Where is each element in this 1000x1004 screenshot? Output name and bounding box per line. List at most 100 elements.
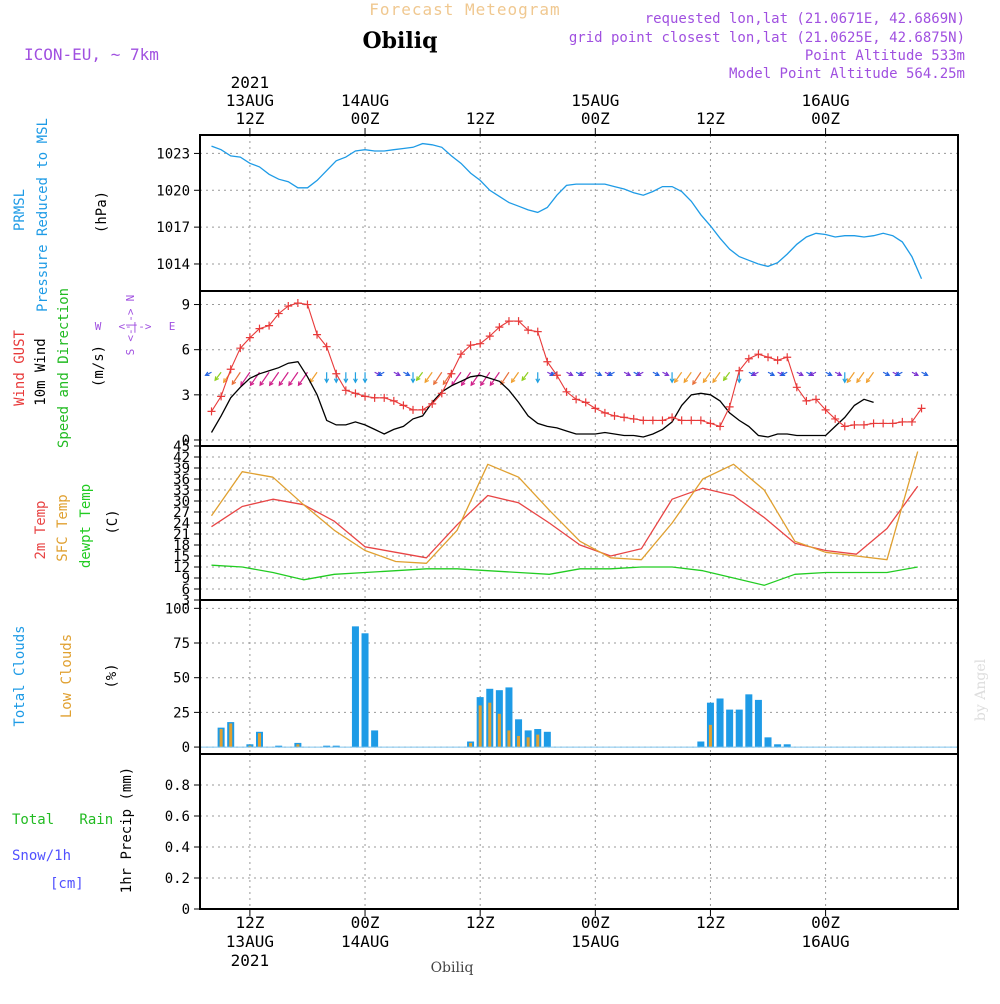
gust-point: [658, 416, 667, 425]
wind-direction-arrows: [204, 371, 929, 387]
gust-point: [361, 392, 370, 401]
gust-point: [303, 300, 312, 309]
gust-point: [879, 419, 888, 428]
total-cloud-bar: [515, 719, 523, 748]
wind-arrow-head: [808, 371, 815, 377]
low-cloud-label: Low Clouds: [59, 634, 75, 718]
wind-arrow-head: [780, 371, 786, 377]
gust-point: [265, 321, 274, 330]
y-tick-label: 0.2: [165, 871, 190, 887]
gust-point: [917, 404, 926, 413]
gust-series-line: [211, 302, 922, 428]
wind-arrow: [278, 371, 289, 386]
wind-arrow: [856, 371, 865, 383]
wind-dir-label: Speed and Direction: [56, 288, 72, 448]
y-tick-label: 18: [173, 538, 190, 554]
gust-point: [514, 317, 523, 326]
y-tick-label: 21: [173, 527, 190, 543]
gust-point: [380, 393, 389, 402]
wind-arrow-head: [204, 371, 210, 377]
gust-point: [754, 350, 763, 359]
gust-point: [907, 417, 916, 426]
gust-point: [370, 393, 379, 402]
dew-label: dewpt Temp: [78, 484, 94, 568]
requested-coords: requested lon,lat (21.0671E, 42.6869N): [645, 11, 965, 27]
wind-arrow-head: [607, 371, 613, 377]
gust-point: [572, 395, 581, 404]
gust-point: [696, 416, 705, 425]
low-cloud-bar: [248, 745, 252, 748]
total-cloud-bar: [745, 694, 753, 748]
total-cloud-bar: [351, 626, 359, 748]
dew-series-line: [211, 564, 918, 586]
wind-arrow-head: [865, 378, 871, 384]
wind-unit: (m/s): [91, 345, 107, 387]
wind-panel: 0 3 6 9: [182, 290, 959, 449]
gust-point: [859, 420, 868, 429]
wind-arrow-head: [333, 378, 339, 384]
snow-label: Snow/1h: [12, 848, 71, 864]
wind-arrow: [451, 371, 462, 386]
wind-arrow-head: [842, 378, 848, 384]
wind-arrow-head: [692, 380, 697, 386]
y-tick-label: 1014: [156, 257, 190, 273]
total-cloud-bar: [783, 744, 791, 748]
wind-arrow-head: [249, 381, 255, 387]
wind-arrow-head: [259, 381, 264, 387]
wind-arrow: [480, 371, 491, 386]
gust-point: [236, 344, 245, 353]
wind-arrow-head: [410, 378, 416, 384]
wind-arrow-head: [597, 371, 603, 377]
y-tick-label: 24: [173, 516, 190, 532]
gust-point: [773, 356, 782, 365]
t2m-series-line: [211, 485, 919, 559]
temp-unit: (C): [105, 509, 121, 534]
compass-w: W: [95, 320, 102, 333]
y-tick-label: 50: [173, 671, 190, 687]
gust-point: [504, 317, 513, 326]
y-tick-label: 6: [182, 582, 190, 598]
wind-arrow-head: [268, 381, 274, 387]
y-tick-label: 3: [182, 593, 190, 609]
pressure-series-line: [211, 142, 923, 279]
wind-arrow-head: [500, 380, 505, 386]
total-cloud-bar: [323, 745, 331, 748]
wind-arrow: [309, 371, 318, 383]
wind-arrow-head: [722, 376, 728, 382]
gust-point: [620, 413, 629, 422]
gust-point: [495, 323, 504, 332]
gust-point: [764, 353, 773, 362]
wind-arrow-head: [489, 381, 495, 387]
gust-point: [792, 383, 801, 392]
wind-arrow-head: [736, 378, 742, 384]
y-tick-label: 42: [173, 450, 190, 466]
y-tick-label: 0.8: [165, 778, 190, 794]
wind-arrow-head: [288, 381, 293, 387]
gust-point: [600, 408, 609, 417]
y-tick-label: 27: [173, 505, 190, 521]
top-time-label: 00Z: [581, 109, 610, 128]
gust-point: [255, 324, 264, 333]
top-time-label: 16AUG: [802, 91, 850, 110]
total-cloud-bar: [726, 709, 734, 748]
total-cloud-bar: [275, 745, 283, 748]
gust-point: [591, 404, 600, 413]
top-time-label: 13AUG: [226, 91, 274, 110]
bottom-time-label: 15AUG: [571, 932, 619, 951]
y-tick-label: 1020: [156, 183, 190, 199]
gust-point: [447, 369, 456, 378]
low-cloud-bar: [469, 742, 473, 748]
location-title: Obiliq: [362, 28, 437, 54]
wind-arrow-head: [433, 380, 438, 386]
top-time-label: 12Z: [235, 109, 264, 128]
low-cloud-bar: [497, 713, 501, 748]
wind10m-label: 10m Wind: [33, 338, 49, 405]
cloud-unit: (%): [104, 663, 120, 688]
gust-point: [217, 392, 226, 401]
gust-point: [409, 405, 418, 414]
low-cloud-bar: [296, 744, 300, 748]
wind-arrow-head: [846, 378, 852, 384]
y-tick-label: 36: [173, 472, 190, 488]
